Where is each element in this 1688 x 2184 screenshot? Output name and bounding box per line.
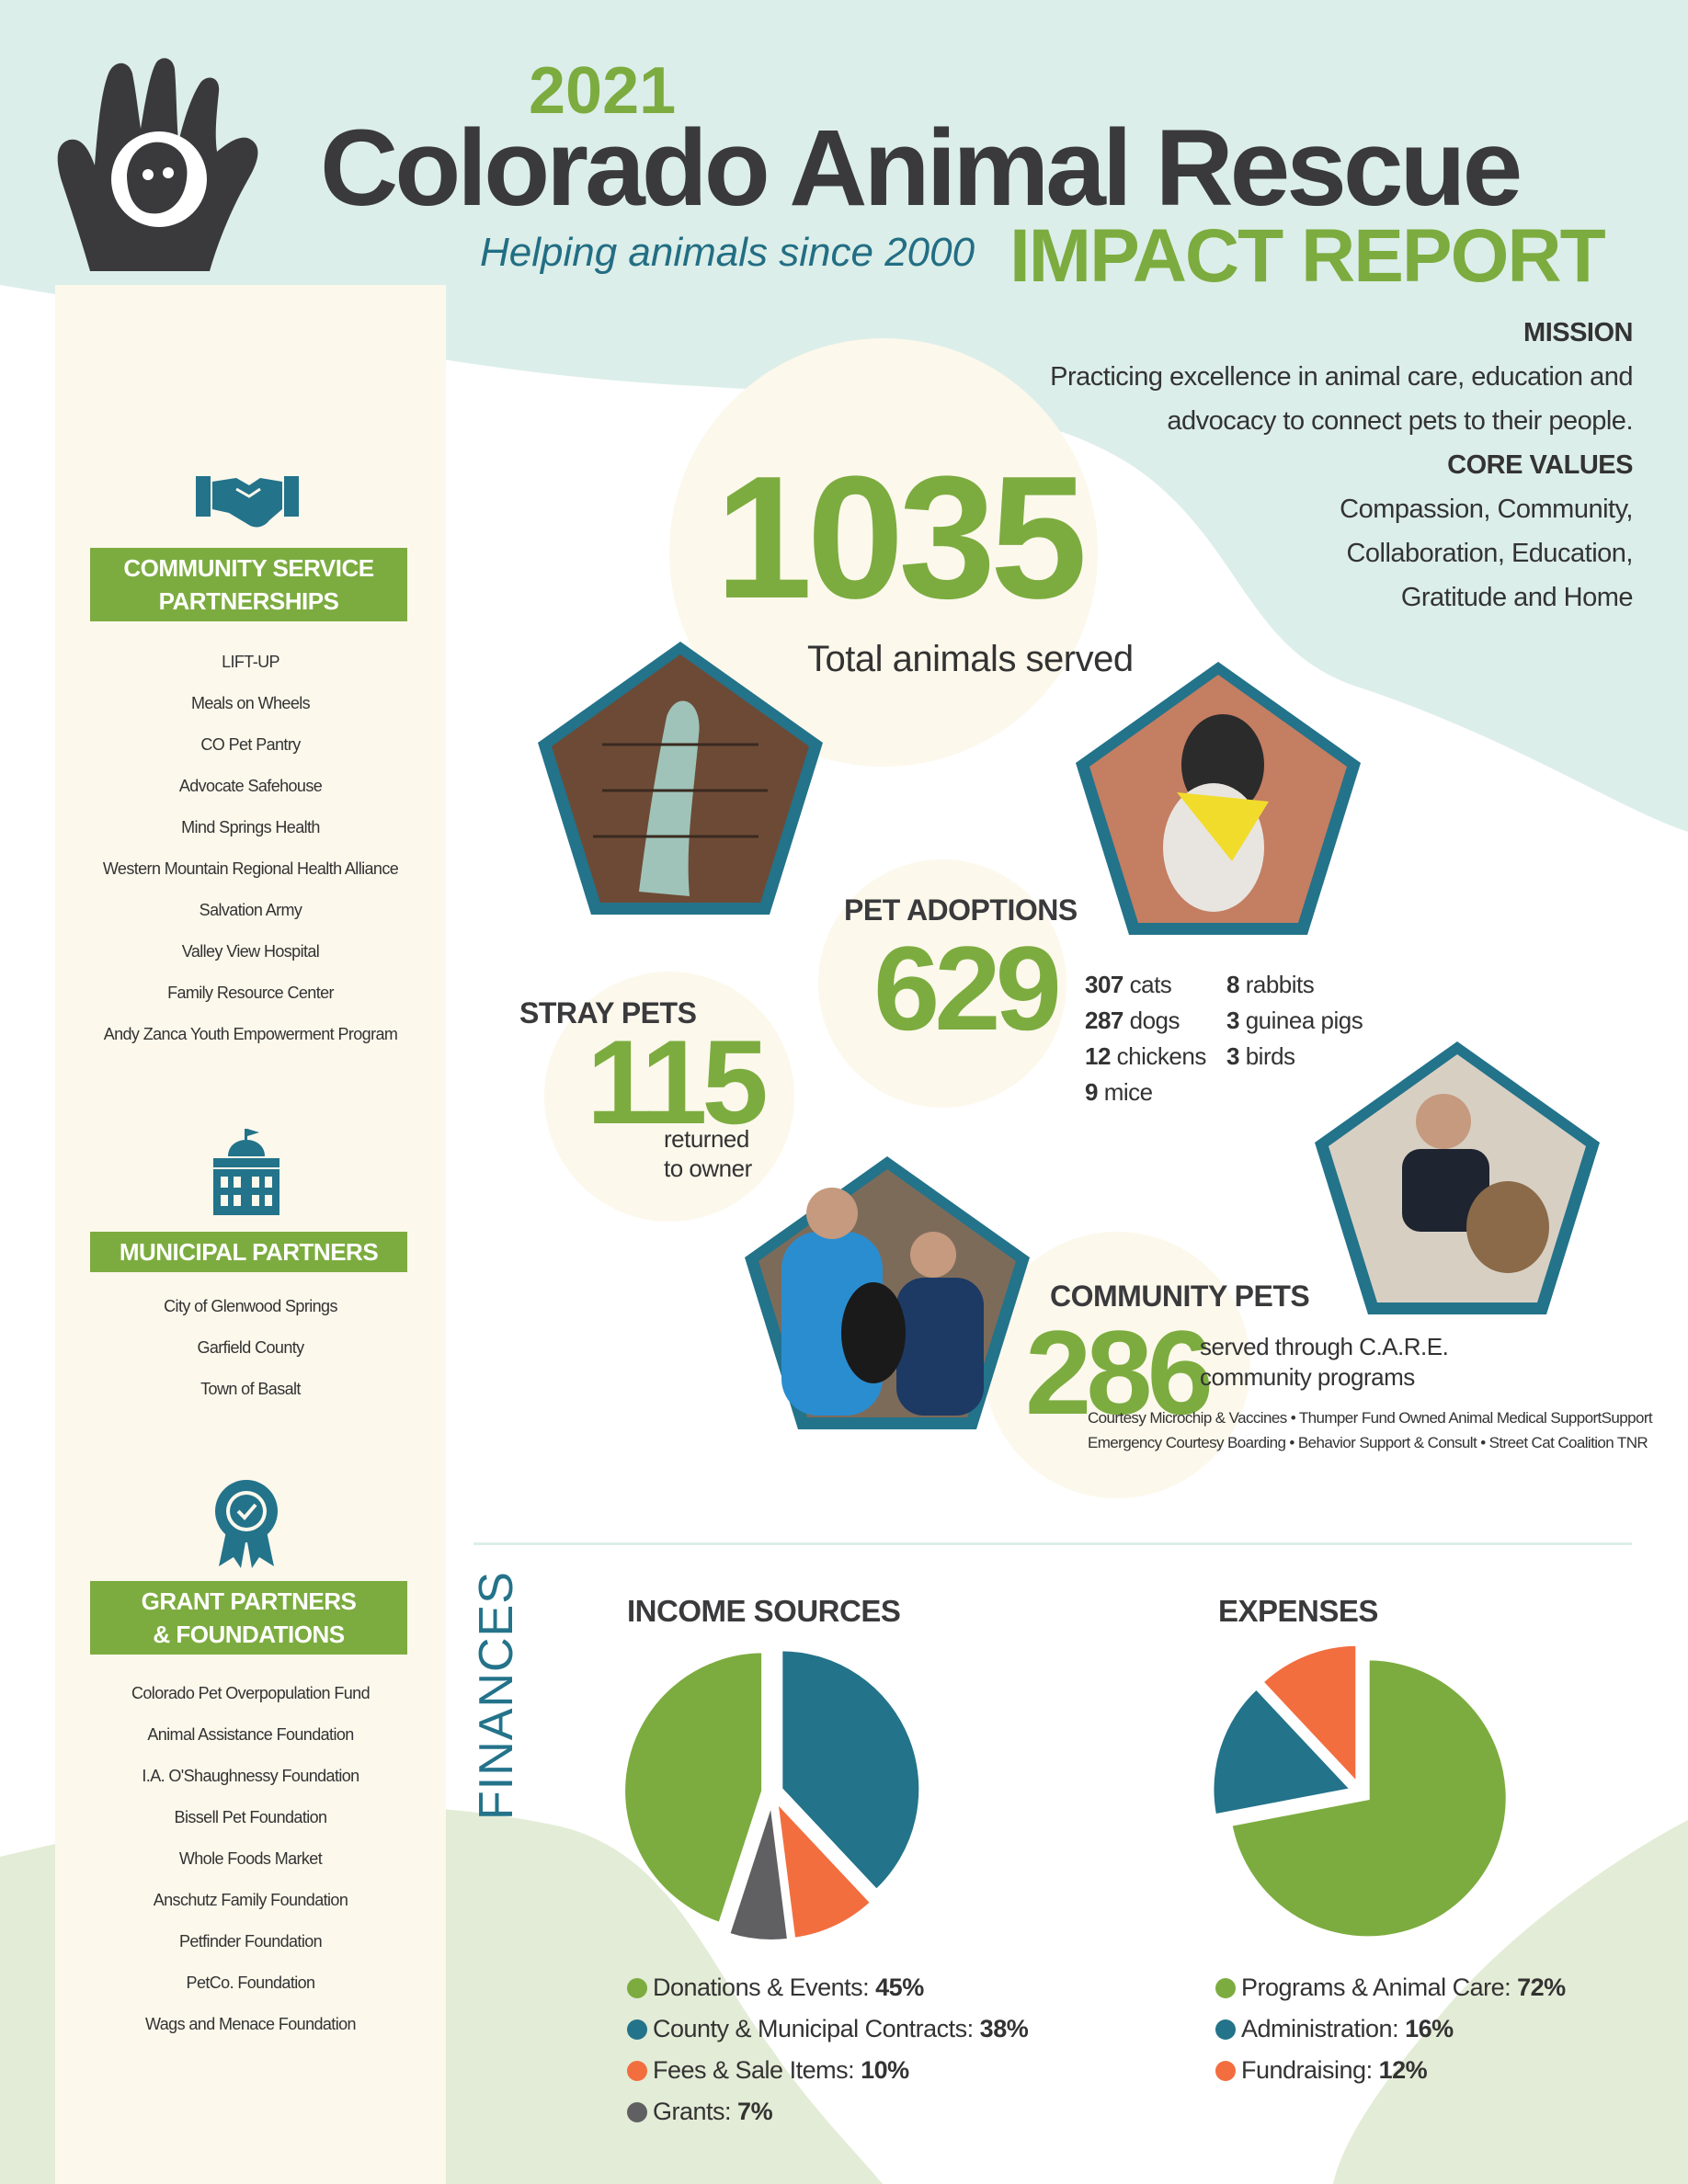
income-pie-chart <box>625 1647 919 1939</box>
municipal-partners-title: MUNICIPAL PARTNERS <box>90 1232 407 1272</box>
expenses-title: EXPENSES <box>1218 1594 1378 1628</box>
legend-dot-icon <box>1215 2060 1236 2081</box>
man-with-dog-photo <box>1315 1041 1600 1314</box>
list-item: Salvation Army <box>199 901 302 919</box>
community-circle <box>984 1232 1250 1498</box>
community-programs-line-2: Emergency Courtesy Boarding • Behavior S… <box>1088 1434 1648 1451</box>
list-item: Meals on Wheels <box>190 694 311 712</box>
legend-item: Grants: 7% <box>627 2091 1028 2133</box>
adoptions-circle <box>818 859 1066 1108</box>
report-title: IMPACT REPORT <box>1009 214 1606 298</box>
community-pets-value: 286 <box>1025 1305 1214 1439</box>
list-item: Wags and Menace Foundation <box>145 2015 356 2033</box>
legend-dot-icon <box>627 2019 647 2040</box>
pie-slice-grants <box>725 1801 792 1939</box>
list-item: Valley View Hospital <box>181 942 320 961</box>
grant-partners-title: GRANT PARTNERS & FOUNDATIONS <box>90 1581 407 1655</box>
stray-circle <box>544 972 794 1222</box>
pet-adoptions-heading: PET ADOPTIONS <box>844 893 1078 927</box>
legend-item: County & Municipal Contracts: 38% <box>627 2008 1029 2050</box>
core-values-line-2: Collaboration, Education, <box>1346 539 1633 568</box>
list-item: LIFT-UP <box>222 653 279 671</box>
total-animals-label: Total animals served <box>807 639 1134 679</box>
list-item: Family Resource Center <box>167 984 334 1002</box>
mission-heading: MISSION <box>1523 318 1633 347</box>
adoptions-breakdown-col1: 307 cats 287 dogs 12 chickens 9 mice <box>1085 971 1206 1106</box>
community-partners-list: LIFT-UP Meals on Wheels CO Pet Pantry Ad… <box>55 642 446 1055</box>
pie-slice-administration <box>1214 1685 1356 1818</box>
list-item: I.A. O'Shaughnessy Foundation <box>142 1767 359 1785</box>
list-item: Western Mountain Regional Health Allianc… <box>102 859 399 878</box>
community-partnerships-title: COMMUNITY SERVICE PARTNERSHIPS <box>90 548 407 621</box>
total-animals-value: 1035 <box>715 440 1088 635</box>
pie-slice-fees-sale-items <box>773 1795 875 1939</box>
pie-slice-fundraising <box>1259 1645 1360 1789</box>
community-pets-note-1: served through C.A.R.E. <box>1200 1333 1449 1360</box>
government-building-icon <box>213 1129 279 1215</box>
list-item: Advocate Safehouse <box>178 777 323 795</box>
family-with-cat-photo <box>745 1156 1030 1429</box>
legend-item: Fees & Sale Items: 10% <box>627 2050 1028 2091</box>
legend-dot-icon <box>1215 1977 1236 1998</box>
hands-pet-logo-icon <box>57 58 258 271</box>
stray-pets-note-1: returned <box>664 1125 749 1153</box>
list-item: City of Glenwood Springs <box>164 1297 337 1315</box>
org-name: Colorado Animal Rescue <box>320 108 1523 229</box>
list-item: Petfinder Foundation <box>178 1932 323 1951</box>
expenses-pie-chart <box>1214 1645 1508 1939</box>
award-ribbon-icon <box>215 1480 278 1568</box>
community-pets-heading: COMMUNITY PETS <box>1050 1280 1310 1313</box>
list-item: Garfield County <box>197 1338 304 1357</box>
finances-section-label: FINANCES <box>470 1571 523 1820</box>
tagline: Helping animals since 2000 <box>480 230 975 275</box>
list-item: CO Pet Pantry <box>200 735 301 754</box>
list-item: Andy Zanca Youth Empowerment Program <box>103 1025 398 1043</box>
legend-item: Donations & Events: 45% <box>627 1967 1028 2008</box>
legend-dot-icon <box>1215 2019 1236 2040</box>
list-item: Mind Springs Health <box>181 818 320 836</box>
legend-item: Administration: 16% <box>1215 2008 1566 2050</box>
grant-partners-list: Colorado Pet Overpopulation Fund Animal … <box>55 1673 446 2045</box>
dog-adopt-me-photo <box>1076 662 1361 935</box>
list-item: Anschutz Family Foundation <box>153 1891 348 1909</box>
expenses-legend: Programs & Animal Care: 72% Administrati… <box>1215 1967 1566 2091</box>
list-item: Town of Basalt <box>200 1380 301 1398</box>
mission-line-2: advocacy to connect pets to their people… <box>1167 406 1633 436</box>
pie-slice-county-municipal-contracts <box>779 1647 919 1894</box>
community-programs-line-1: Courtesy Microchip & Vaccines • Thumper … <box>1088 1409 1653 1427</box>
legend-dot-icon <box>627 2101 647 2122</box>
stray-pets-value: 115 <box>587 1015 769 1149</box>
pet-adoptions-value: 629 <box>873 921 1062 1055</box>
list-item: Whole Foods Market <box>178 1849 323 1868</box>
income-legend: Donations & Events: 45% County & Municip… <box>627 1967 1029 2133</box>
list-item: Bissell Pet Foundation <box>174 1808 328 1826</box>
legend-dot-icon <box>627 2060 647 2081</box>
pie-slice-programs-animal-care <box>1228 1656 1508 1939</box>
pie-slice-donations-events <box>625 1649 766 1927</box>
list-item: Colorado Pet Overpopulation Fund <box>131 1684 371 1702</box>
section-divider <box>473 1542 1632 1545</box>
iguana-photo <box>538 642 823 915</box>
legend-item: Fundraising: 12% <box>1215 2050 1566 2091</box>
community-pets-note-2: community programs <box>1200 1363 1415 1391</box>
list-item: PetCo. Foundation <box>186 1974 316 1992</box>
report-year: 2021 <box>529 54 677 128</box>
income-sources-title: INCOME SOURCES <box>627 1594 901 1628</box>
stray-pets-heading: STRAY PETS <box>519 996 697 1029</box>
mission-line-1: Practicing excellence in animal care, ed… <box>1050 362 1633 392</box>
list-item: Animal Assistance Foundation <box>147 1725 354 1744</box>
adoptions-breakdown-col2: 8 rabbits 3 guinea pigs 3 birds <box>1226 971 1363 1070</box>
stray-pets-note-2: to owner <box>664 1155 752 1182</box>
legend-item: Programs & Animal Care: 72% <box>1215 1967 1566 2008</box>
core-values-heading: CORE VALUES <box>1447 450 1633 480</box>
core-values-line-3: Gratitude and Home <box>1400 583 1634 612</box>
handshake-icon <box>196 476 299 528</box>
legend-dot-icon <box>627 1977 647 1998</box>
municipal-partners-list: City of Glenwood Springs Garfield County… <box>55 1286 446 1410</box>
core-values-line-1: Compassion, Community, <box>1340 495 1633 524</box>
